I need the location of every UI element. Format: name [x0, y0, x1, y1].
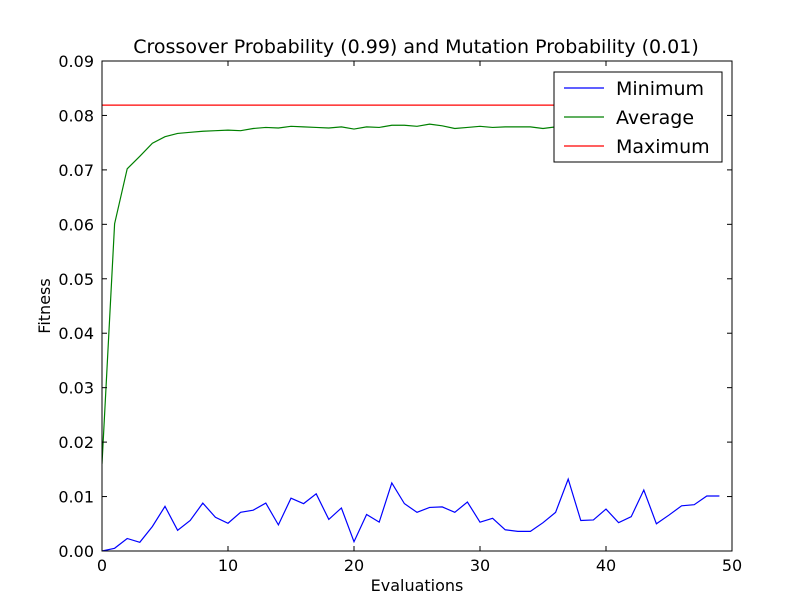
x-tick-label: 40 — [596, 556, 616, 575]
y-tick-label: 0.03 — [58, 379, 94, 398]
x-axis-label: Evaluations — [371, 576, 464, 595]
y-tick-label: 0.08 — [58, 106, 94, 125]
y-tick-label: 0.07 — [58, 161, 94, 180]
y-axis: 0.00 0.01 0.02 0.03 0.04 0.05 0.06 0.07 0.08 0.09 — [58, 52, 732, 561]
x-tick-label: 20 — [344, 556, 364, 575]
y-tick-label: 0.04 — [58, 324, 94, 343]
y-tick-label: 0.09 — [58, 52, 94, 71]
y-tick-label: 0.01 — [58, 488, 94, 507]
legend-label-minimum: Minimum — [616, 78, 704, 100]
legend: Minimum Average Maximum — [553, 71, 723, 163]
y-tick-label: 0.06 — [58, 215, 94, 234]
x-tick-label: 50 — [722, 556, 742, 575]
x-tick-label: 0 — [97, 556, 107, 575]
y-tick-label: 0.05 — [58, 270, 94, 289]
legend-label-maximum: Maximum — [616, 136, 710, 158]
x-tick-label: 10 — [218, 556, 238, 575]
chart-title: Crossover Probability (0.99) and Mutatio… — [133, 36, 699, 58]
y-tick-label: 0.02 — [58, 433, 94, 452]
series-line-minimum — [102, 477, 720, 551]
legend-label-average: Average — [616, 107, 694, 129]
y-tick-label: 0.00 — [58, 542, 94, 561]
y-axis-label: Fitness — [35, 278, 54, 333]
plot-frame — [101, 60, 733, 552]
x-axis: 0 10 20 30 40 50 — [97, 61, 742, 575]
x-tick-label: 30 — [470, 556, 490, 575]
